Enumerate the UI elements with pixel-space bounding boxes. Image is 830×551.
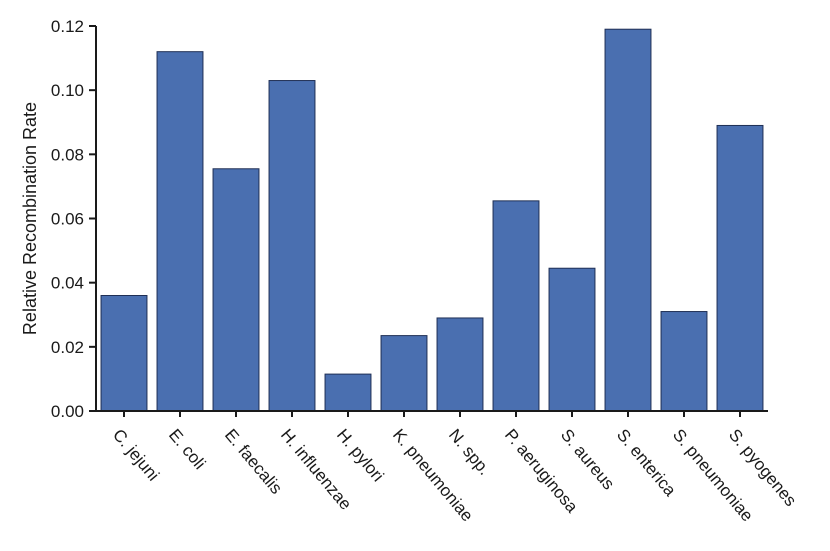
bar [212, 168, 260, 412]
bar [268, 80, 316, 412]
bar [660, 311, 708, 412]
x-tick-label: E. coli [165, 425, 209, 473]
bar [324, 373, 372, 412]
y-tick-label: 0.12 [51, 17, 84, 36]
bar [492, 200, 540, 412]
x-tick-label: E. faecalis [221, 425, 286, 497]
bars [100, 28, 764, 412]
y-tick-label: 0.08 [51, 145, 84, 164]
bar [604, 28, 652, 412]
x-tick-label: S. aureus [557, 425, 618, 493]
bar [380, 335, 428, 412]
y-axis-ticks: 0.00 0.02 0.04 0.06 0.08 0.10 0.12 [51, 17, 96, 421]
y-tick-label: 0.02 [51, 338, 84, 357]
bar [156, 51, 204, 412]
bar [548, 267, 596, 412]
x-tick-label: C. jejuni [109, 425, 163, 484]
y-tick-label: 0.06 [51, 210, 84, 229]
x-tick-label: H. pylori [333, 425, 388, 485]
y-axis-title: Relative Recombination Rate [20, 102, 40, 335]
bar [716, 124, 764, 412]
y-tick-label: 0.00 [51, 402, 84, 421]
x-tick-label: N. spp. [445, 425, 494, 478]
bar [100, 295, 148, 412]
y-tick-label: 0.04 [51, 274, 84, 293]
bar [436, 317, 484, 412]
y-tick-label: 0.10 [51, 81, 84, 100]
